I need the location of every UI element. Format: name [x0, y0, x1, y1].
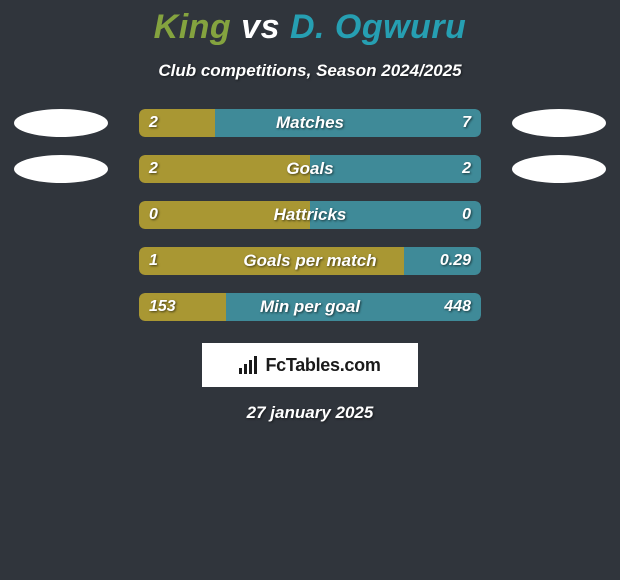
date: 27 january 2025 [0, 403, 620, 423]
stat-bar-left [139, 247, 404, 275]
brand-text: FcTables.com [265, 355, 380, 376]
stat-bar-right [310, 155, 481, 183]
stat-bar-right [310, 201, 481, 229]
stat-row: Min per goal153448 [139, 293, 481, 321]
stat-row: Goals per match10.29 [139, 247, 481, 275]
stat-bar-right [226, 293, 481, 321]
stat-bars: Matches27 Goals22 Hattricks00 Goals per mat… [139, 109, 481, 321]
player2-avatar [512, 155, 606, 183]
comparison-title: King vs D. Ogwuru [0, 0, 620, 47]
stat-bar-right [215, 109, 481, 137]
brand-box: FcTables.com [202, 343, 418, 387]
brand-chart-icon [239, 356, 261, 374]
stat-bar-left [139, 293, 226, 321]
player1-avatar [14, 155, 108, 183]
stat-row: Matches27 [139, 109, 481, 137]
chart-area: Matches27 Goals22 Hattricks00 Goals per mat… [0, 109, 620, 321]
avatar-column-right [512, 109, 606, 183]
stat-bar-left [139, 109, 215, 137]
stat-bar-right [404, 247, 481, 275]
stat-row: Goals22 [139, 155, 481, 183]
stat-bar-left [139, 201, 310, 229]
player1-avatar [14, 109, 108, 137]
player2-avatar [512, 109, 606, 137]
vs-text: vs [241, 8, 280, 46]
player1-name: King [154, 8, 232, 46]
avatar-column-left [14, 109, 108, 183]
subtitle: Club competitions, Season 2024/2025 [0, 61, 620, 81]
stat-row: Hattricks00 [139, 201, 481, 229]
stat-bar-left [139, 155, 310, 183]
player2-name: D. Ogwuru [290, 8, 466, 46]
